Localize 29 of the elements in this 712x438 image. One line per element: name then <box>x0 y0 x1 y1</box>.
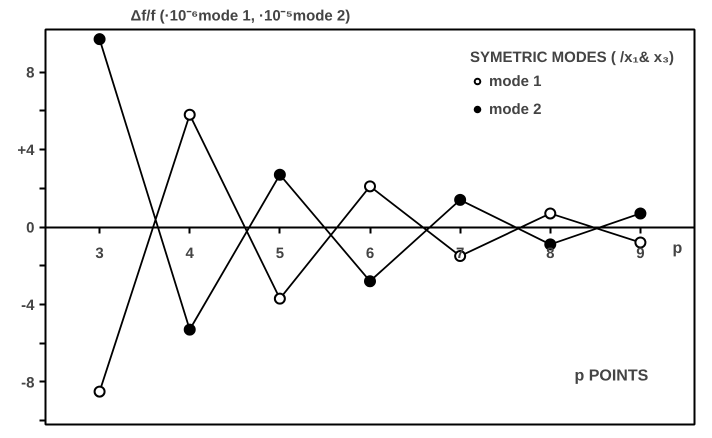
point <box>364 180 376 192</box>
legend-label: mode 2 <box>489 100 542 118</box>
y-axis-title: Δf/f (·10⁻⁶mode 1, ·10⁻⁵mode 2) <box>130 8 350 24</box>
legend-title: SYMETRIC MODES ( /x₁& x₃) <box>470 49 674 66</box>
point <box>274 168 286 181</box>
x-tick-label: 3 <box>95 245 104 262</box>
legend-label: mode 1 <box>489 72 542 90</box>
point <box>184 324 196 336</box>
y-tick-label: 0 <box>26 220 34 236</box>
y-tick-label: +4 <box>17 142 36 160</box>
point <box>634 207 646 220</box>
point <box>94 386 106 398</box>
point <box>634 236 646 248</box>
x-tick-label: 8 <box>546 245 554 262</box>
y-tick-label: -8 <box>21 374 35 392</box>
x-tick-label: 9 <box>636 245 645 262</box>
x-tick-label: 6 <box>366 245 374 262</box>
point <box>454 194 466 206</box>
point <box>274 292 286 305</box>
point <box>94 33 106 46</box>
annotation: p POINTS <box>574 368 649 384</box>
x-axis-title: p <box>672 240 682 257</box>
x-tick-label: 5 <box>276 245 284 262</box>
x-tick-label: 4 <box>186 245 195 262</box>
point <box>184 108 196 121</box>
y-tick-label: -4 <box>21 296 36 314</box>
point <box>364 275 376 288</box>
point <box>544 207 556 220</box>
y-tick-label: 8 <box>26 64 34 82</box>
